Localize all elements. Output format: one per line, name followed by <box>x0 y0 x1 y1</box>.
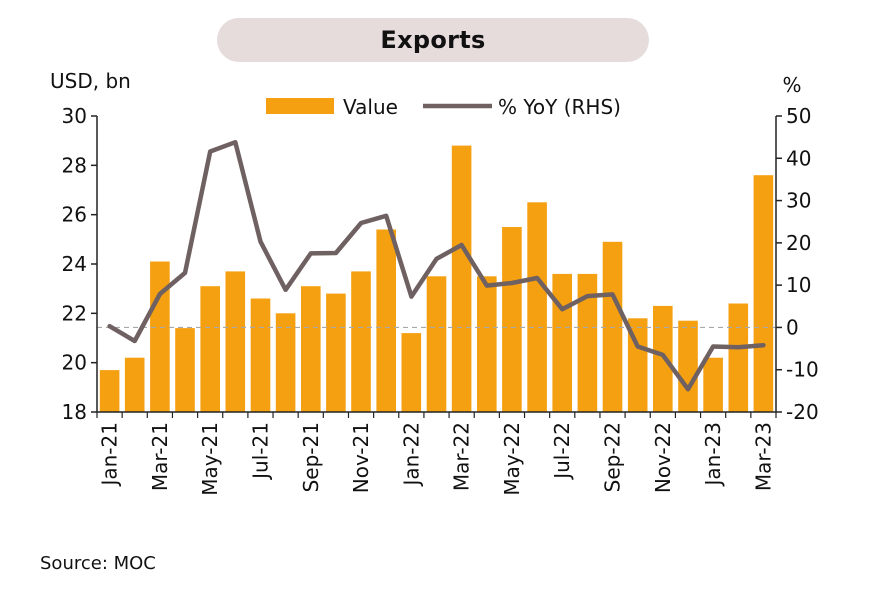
bar-Oct-21 <box>326 293 346 412</box>
bar-Oct-22 <box>627 318 648 412</box>
x-tick-label-Jan-22: Jan-22 <box>399 422 423 488</box>
x-tick-label-Mar-23: Mar-23 <box>751 422 775 491</box>
bar-Apr-21 <box>175 328 195 412</box>
legend-bar-swatch <box>266 98 334 114</box>
left-tick-label: 24 <box>62 252 87 276</box>
bar-Apr-22 <box>477 276 497 412</box>
bar-Mar-22 <box>451 145 472 412</box>
right-tick-label: 10 <box>786 273 811 297</box>
bar-Sep-21 <box>301 286 321 412</box>
bar-Dec-21 <box>376 229 396 412</box>
bar-Dec-22 <box>678 320 698 412</box>
legend-bar-label: Value <box>343 95 398 119</box>
bar-Feb-23 <box>728 303 749 412</box>
bar-Aug-22 <box>577 273 598 412</box>
x-tick-label-Mar-22: Mar-22 <box>450 422 474 491</box>
bar-Nov-21 <box>351 271 371 412</box>
left-tick-label: 22 <box>62 301 87 325</box>
right-axis-label: % <box>782 73 801 97</box>
right-tick-label: 20 <box>786 231 811 255</box>
x-tick-label-Mar-21: Mar-21 <box>148 422 172 491</box>
bar-Jan-22 <box>401 333 422 412</box>
bar-Aug-21 <box>275 313 296 412</box>
bar-Mar-23 <box>753 175 774 412</box>
bar-May-21 <box>200 286 220 412</box>
bar-Mar-21 <box>150 261 170 412</box>
bar-Jan-23 <box>703 357 723 412</box>
right-tick-label: 30 <box>786 189 811 213</box>
bar-Jul-22 <box>552 273 572 412</box>
right-tick-label: 50 <box>786 104 811 128</box>
bar-Jul-21 <box>250 298 271 412</box>
x-tick-label-May-21: May-21 <box>198 422 222 496</box>
source-note: Source: MOC <box>40 553 156 574</box>
chart-title: Exports <box>380 26 486 54</box>
left-tick-label: 30 <box>62 104 87 128</box>
right-tick-label: 40 <box>786 146 811 170</box>
left-tick-label: 20 <box>62 351 87 375</box>
x-tick-label-Nov-21: Nov-21 <box>349 422 373 493</box>
bar-Nov-22 <box>653 305 673 412</box>
right-tick-label: -20 <box>786 400 819 424</box>
bar-Jan-21 <box>99 370 120 412</box>
left-axis-label: USD, bn <box>50 69 131 93</box>
x-tick-label-Jan-23: Jan-23 <box>701 422 725 488</box>
x-tick-label-May-22: May-22 <box>500 422 524 496</box>
left-tick-label: 18 <box>62 400 87 424</box>
right-tick-label: 0 <box>786 315 799 339</box>
bar-May-22 <box>502 227 522 412</box>
bar-Jun-21 <box>225 271 246 412</box>
bar-Feb-21 <box>124 357 145 412</box>
x-tick-label-Sep-22: Sep-22 <box>601 422 625 492</box>
legend-line-label: % YoY (RHS) <box>498 95 621 119</box>
x-tick-label-Sep-21: Sep-21 <box>299 422 323 492</box>
x-tick-label-Jan-21: Jan-21 <box>98 422 122 488</box>
right-tick-label: -10 <box>786 358 819 382</box>
x-tick-label-Nov-22: Nov-22 <box>651 422 675 493</box>
left-tick-label: 26 <box>62 203 87 227</box>
left-tick-label: 28 <box>62 153 87 177</box>
bar-Jun-22 <box>527 202 547 412</box>
chart-title-pill: Exports <box>217 18 649 62</box>
x-tick-label-Jul-21: Jul-21 <box>249 422 273 481</box>
bar-Feb-22 <box>426 276 447 412</box>
x-tick-label-Jul-22: Jul-22 <box>550 422 574 481</box>
